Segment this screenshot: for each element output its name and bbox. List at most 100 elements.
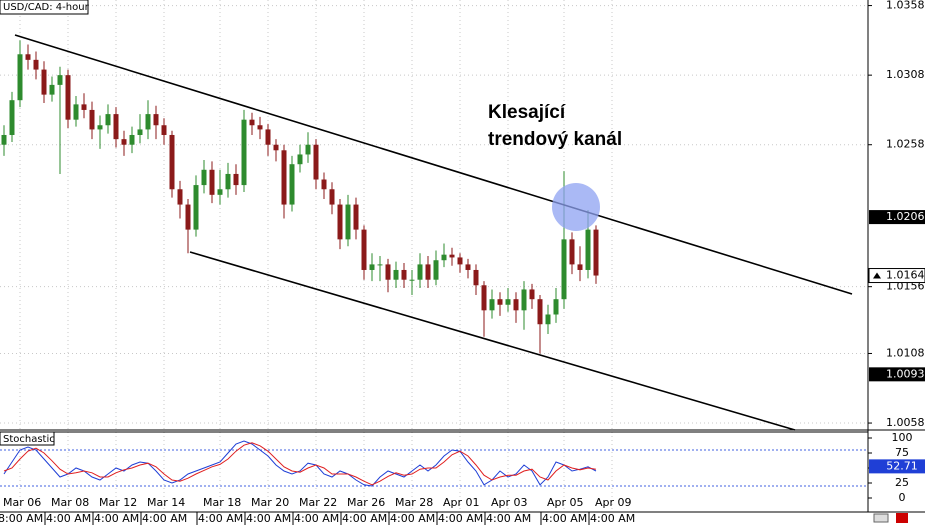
candle-body bbox=[33, 59, 39, 70]
candle-body bbox=[273, 144, 279, 151]
annotation: trendový kanál bbox=[488, 129, 622, 150]
candle-body bbox=[497, 299, 503, 305]
candle-body bbox=[321, 179, 327, 190]
candle-body bbox=[377, 264, 383, 266]
close-icon[interactable] bbox=[896, 513, 908, 523]
candle-body bbox=[209, 169, 215, 195]
candle-body bbox=[249, 119, 255, 126]
candle-body bbox=[121, 139, 127, 145]
level-box bbox=[869, 210, 925, 225]
level-label: 1.0206 bbox=[886, 210, 925, 223]
candle-body bbox=[369, 264, 375, 270]
y-tick-label: 1.0308 bbox=[886, 68, 925, 81]
candle-body bbox=[313, 144, 319, 180]
candle-body bbox=[169, 134, 175, 190]
x-tick-label: Mar 12 bbox=[99, 496, 137, 509]
candle-body bbox=[113, 114, 119, 140]
candle-body bbox=[489, 299, 495, 311]
x-tick-label: Mar 14 bbox=[147, 496, 185, 509]
x-tick-label: 4:00 AM bbox=[294, 512, 339, 525]
candle-body bbox=[537, 299, 543, 325]
candle-body bbox=[129, 134, 135, 145]
x-tick-label: 4:00 AM bbox=[198, 512, 243, 525]
x-tick-label: Mar 08 bbox=[51, 496, 89, 509]
stochastic-line bbox=[3, 440, 597, 487]
candle-body bbox=[513, 299, 519, 311]
y-tick-label: 100 bbox=[892, 431, 913, 444]
candle-body bbox=[145, 114, 151, 130]
candle-body bbox=[529, 289, 535, 300]
x-tick-label: 4:00 AM bbox=[142, 512, 187, 525]
candle-body bbox=[465, 264, 471, 270]
x-tick-label: Mar 20 bbox=[251, 496, 289, 509]
candle-body bbox=[185, 204, 191, 230]
x-tick-label: Mar 28 bbox=[395, 496, 433, 509]
y-tick-label: 0 bbox=[899, 491, 906, 504]
y-tick-label: 75 bbox=[895, 446, 909, 459]
candle-body bbox=[9, 100, 15, 135]
candle-body bbox=[345, 204, 351, 240]
candle-body bbox=[233, 173, 239, 186]
x-tick-label: 8:00 AM bbox=[0, 512, 43, 525]
candle-body bbox=[401, 269, 407, 280]
y-tick-label: 1.0258 bbox=[886, 138, 925, 151]
candle-body bbox=[393, 269, 399, 280]
scroll-icon[interactable] bbox=[873, 513, 889, 523]
candle-body bbox=[1, 134, 7, 145]
x-tick-label: 4:00 AM bbox=[542, 512, 587, 525]
candle-body bbox=[473, 269, 479, 286]
last-price-marker bbox=[873, 272, 881, 279]
x-tick-label: 4:00 AM bbox=[590, 512, 635, 525]
x-tick-label: 4:00 AM bbox=[390, 512, 435, 525]
candle-body bbox=[281, 150, 287, 205]
x-tick-label: Apr 01 bbox=[443, 496, 480, 509]
candle-body bbox=[561, 239, 567, 300]
candle-body bbox=[41, 69, 47, 95]
last-price-label: 1.0164 bbox=[886, 269, 925, 282]
x-tick-label: Mar 06 bbox=[3, 496, 41, 509]
last-price-box bbox=[868, 268, 925, 284]
candle-body bbox=[137, 129, 143, 135]
annotation: Klesající bbox=[488, 102, 566, 123]
x-tick-label: 4:00 AM bbox=[486, 512, 531, 525]
stochastic-line bbox=[3, 442, 597, 486]
chart-title: USD/CAD: 4-hour bbox=[3, 2, 90, 13]
candle-body bbox=[289, 164, 295, 205]
candle-body bbox=[433, 260, 439, 280]
candle-body bbox=[449, 254, 455, 258]
candle-body bbox=[65, 75, 71, 120]
candle-body bbox=[81, 104, 87, 110]
candle-body bbox=[353, 204, 359, 230]
x-tick-label: Apr 03 bbox=[491, 496, 528, 509]
title-box bbox=[0, 0, 89, 15]
plot-area bbox=[0, 0, 868, 512]
x-tick-label: Apr 05 bbox=[547, 496, 584, 509]
x-tick-label: Apr 09 bbox=[595, 496, 632, 509]
y-tick-label: 1.0108 bbox=[886, 346, 925, 359]
level-label: 1.0093 bbox=[886, 367, 925, 380]
candle-body bbox=[25, 54, 31, 60]
candle-body bbox=[545, 314, 551, 325]
candle-body bbox=[457, 257, 463, 265]
candle-body bbox=[505, 299, 511, 305]
candle-body bbox=[337, 204, 343, 240]
candle-body bbox=[73, 104, 79, 120]
y-tick-label: 1.0358 bbox=[886, 0, 925, 12]
x-tick-label: Mar 22 bbox=[299, 496, 337, 509]
candle-body bbox=[225, 173, 231, 190]
x-tick-label: 4:00 AM bbox=[94, 512, 139, 525]
highlight-circle bbox=[552, 183, 600, 231]
x-tick-label: 4:00 AM bbox=[438, 512, 483, 525]
candle-body bbox=[97, 125, 103, 130]
candle-body bbox=[193, 185, 199, 230]
candle-body bbox=[521, 289, 527, 311]
title-box bbox=[0, 431, 55, 446]
candle-body bbox=[361, 229, 367, 270]
candle-body bbox=[49, 84, 55, 95]
x-tick-label: Mar 26 bbox=[347, 496, 385, 509]
candle-body bbox=[585, 229, 591, 270]
upper-trend-line bbox=[14, 34, 853, 295]
candle-body bbox=[441, 254, 447, 261]
candle-body bbox=[481, 285, 487, 311]
